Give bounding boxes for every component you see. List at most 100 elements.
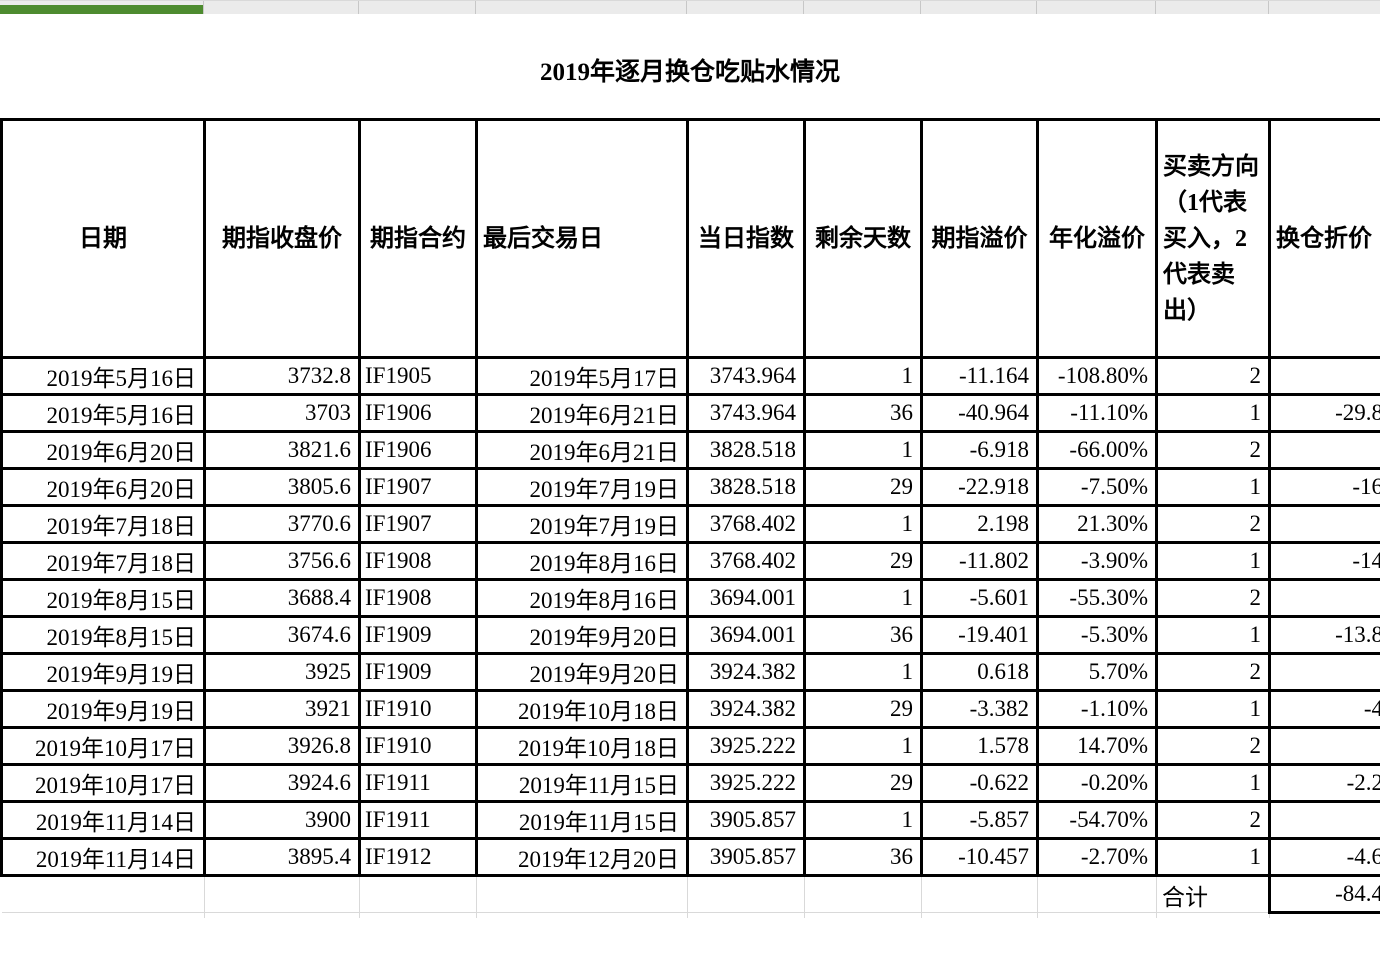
cell-direction[interactable]: 2 bbox=[1155, 578, 1271, 618]
cell-days-remaining[interactable]: 29 bbox=[803, 689, 923, 729]
cell-last-trading-day[interactable]: 2019年9月20日 bbox=[475, 615, 689, 655]
cell-futures-premium[interactable]: -5.857 bbox=[920, 800, 1039, 840]
col-header-contract[interactable]: 期指合约 bbox=[358, 118, 478, 359]
col-header-futures-premium[interactable]: 期指溢价 bbox=[920, 118, 1039, 359]
cell-index[interactable]: 3925.222 bbox=[686, 726, 806, 766]
cell-futures-premium[interactable]: -11.802 bbox=[920, 541, 1039, 581]
cell-index[interactable]: 3924.382 bbox=[686, 652, 806, 692]
cell-roll-discount[interactable] bbox=[1268, 578, 1380, 618]
col-header-index[interactable]: 当日指数 bbox=[686, 118, 806, 359]
cell-days-remaining[interactable]: 36 bbox=[803, 615, 923, 655]
col-header-futures-close[interactable]: 期指收盘价 bbox=[203, 118, 361, 359]
cell-futures-premium[interactable]: -22.918 bbox=[920, 467, 1039, 507]
cell-index[interactable]: 3743.964 bbox=[686, 393, 806, 433]
cell-empty[interactable] bbox=[921, 875, 1038, 913]
cell-direction[interactable]: 1 bbox=[1155, 689, 1271, 729]
cell-last-trading-day[interactable]: 2019年9月20日 bbox=[475, 652, 689, 692]
cell-date[interactable]: 2019年11月14日 bbox=[0, 837, 206, 877]
cell-contract[interactable]: IF1906 bbox=[358, 430, 478, 470]
cell-roll-discount[interactable]: -14 bbox=[1268, 541, 1380, 581]
cell-direction[interactable]: 1 bbox=[1155, 467, 1271, 507]
cell-annualized-premium[interactable]: -0.20% bbox=[1036, 763, 1158, 803]
cell-futures-close[interactable]: 3770.6 bbox=[203, 504, 361, 544]
cell-futures-premium[interactable]: -6.918 bbox=[920, 430, 1039, 470]
cell-futures-close[interactable]: 3895.4 bbox=[203, 837, 361, 877]
cell-annualized-premium[interactable]: 14.70% bbox=[1036, 726, 1158, 766]
cell-roll-discount[interactable] bbox=[1268, 652, 1380, 692]
cell-days-remaining[interactable]: 1 bbox=[803, 800, 923, 840]
cell-last-trading-day[interactable]: 2019年11月15日 bbox=[475, 800, 689, 840]
cell-empty[interactable] bbox=[1037, 875, 1157, 913]
total-label[interactable]: 合计 bbox=[1156, 875, 1270, 913]
cell-annualized-premium[interactable]: 21.30% bbox=[1036, 504, 1158, 544]
cell-index[interactable]: 3768.402 bbox=[686, 541, 806, 581]
cell-contract[interactable]: IF1911 bbox=[358, 800, 478, 840]
cell-date[interactable]: 2019年6月20日 bbox=[0, 467, 206, 507]
cell-direction[interactable]: 2 bbox=[1155, 356, 1271, 396]
cell-last-trading-day[interactable]: 2019年8月16日 bbox=[475, 578, 689, 618]
cell-date[interactable]: 2019年10月17日 bbox=[0, 726, 206, 766]
cell-direction[interactable]: 2 bbox=[1155, 430, 1271, 470]
cell-days-remaining[interactable]: 1 bbox=[803, 356, 923, 396]
cell-index[interactable]: 3828.518 bbox=[686, 430, 806, 470]
cell-annualized-premium[interactable]: -3.90% bbox=[1036, 541, 1158, 581]
cell-annualized-premium[interactable]: -108.80% bbox=[1036, 356, 1158, 396]
cell-futures-premium[interactable]: -3.382 bbox=[920, 689, 1039, 729]
cell-date[interactable]: 2019年8月15日 bbox=[0, 615, 206, 655]
cell-annualized-premium[interactable]: -7.50% bbox=[1036, 467, 1158, 507]
cell-days-remaining[interactable]: 1 bbox=[803, 504, 923, 544]
cell-annualized-premium[interactable]: -11.10% bbox=[1036, 393, 1158, 433]
cell-futures-close[interactable]: 3688.4 bbox=[203, 578, 361, 618]
cell-date[interactable]: 2019年9月19日 bbox=[0, 652, 206, 692]
cell-last-trading-day[interactable]: 2019年12月20日 bbox=[475, 837, 689, 877]
cell-index[interactable]: 3694.001 bbox=[686, 615, 806, 655]
cell-direction[interactable]: 1 bbox=[1155, 763, 1271, 803]
cell-direction[interactable]: 2 bbox=[1155, 726, 1271, 766]
cell-days-remaining[interactable]: 29 bbox=[803, 467, 923, 507]
cell-index[interactable]: 3905.857 bbox=[686, 800, 806, 840]
cell-annualized-premium[interactable]: -1.10% bbox=[1036, 689, 1158, 729]
cell-contract[interactable]: IF1905 bbox=[358, 356, 478, 396]
cell-date[interactable]: 2019年9月19日 bbox=[0, 689, 206, 729]
cell-futures-premium[interactable]: -19.401 bbox=[920, 615, 1039, 655]
cell-date[interactable]: 2019年7月18日 bbox=[0, 504, 206, 544]
cell-contract[interactable]: IF1909 bbox=[358, 652, 478, 692]
cell-contract[interactable]: IF1908 bbox=[358, 578, 478, 618]
cell-roll-discount[interactable] bbox=[1268, 430, 1380, 470]
cell-direction[interactable]: 1 bbox=[1155, 541, 1271, 581]
cell-days-remaining[interactable]: 1 bbox=[803, 578, 923, 618]
cell-date[interactable]: 2019年5月16日 bbox=[0, 356, 206, 396]
cell-contract[interactable]: IF1909 bbox=[358, 615, 478, 655]
col-header-annualized-premium[interactable]: 年化溢价 bbox=[1036, 118, 1158, 359]
cell-contract[interactable]: IF1908 bbox=[358, 541, 478, 581]
cell-annualized-premium[interactable]: -5.30% bbox=[1036, 615, 1158, 655]
cell-index[interactable]: 3905.857 bbox=[686, 837, 806, 877]
cell-futures-premium[interactable]: 2.198 bbox=[920, 504, 1039, 544]
cell-roll-discount[interactable] bbox=[1268, 504, 1380, 544]
col-header-date[interactable]: 日期 bbox=[0, 118, 206, 359]
cell-index[interactable]: 3828.518 bbox=[686, 467, 806, 507]
cell-days-remaining[interactable]: 36 bbox=[803, 837, 923, 877]
cell-annualized-premium[interactable]: -55.30% bbox=[1036, 578, 1158, 618]
cell-days-remaining[interactable]: 36 bbox=[803, 393, 923, 433]
cell-futures-close[interactable]: 3924.6 bbox=[203, 763, 361, 803]
cell-days-remaining[interactable]: 29 bbox=[803, 541, 923, 581]
cell-days-remaining[interactable]: 1 bbox=[803, 652, 923, 692]
cell-direction[interactable]: 2 bbox=[1155, 652, 1271, 692]
cell-futures-premium[interactable]: 0.618 bbox=[920, 652, 1039, 692]
cell-futures-premium[interactable]: -40.964 bbox=[920, 393, 1039, 433]
cell-contract[interactable]: IF1907 bbox=[358, 467, 478, 507]
cell-futures-close[interactable]: 3805.6 bbox=[203, 467, 361, 507]
total-value[interactable]: -84.4 bbox=[1268, 874, 1380, 914]
col-header-direction[interactable]: 买卖方向（1代表买入，2代表卖出） bbox=[1155, 118, 1271, 359]
col-header-roll-discount[interactable]: 换仓折价 bbox=[1268, 118, 1380, 359]
cell-date[interactable]: 2019年5月16日 bbox=[0, 393, 206, 433]
cell-direction[interactable]: 1 bbox=[1155, 393, 1271, 433]
cell-empty[interactable] bbox=[359, 875, 477, 913]
cell-date[interactable]: 2019年11月14日 bbox=[0, 800, 206, 840]
cell-futures-premium[interactable]: -10.457 bbox=[920, 837, 1039, 877]
cell-date[interactable]: 2019年6月20日 bbox=[0, 430, 206, 470]
cell-direction[interactable]: 1 bbox=[1155, 837, 1271, 877]
cell-date[interactable]: 2019年8月15日 bbox=[0, 578, 206, 618]
cell-empty[interactable] bbox=[804, 875, 922, 913]
